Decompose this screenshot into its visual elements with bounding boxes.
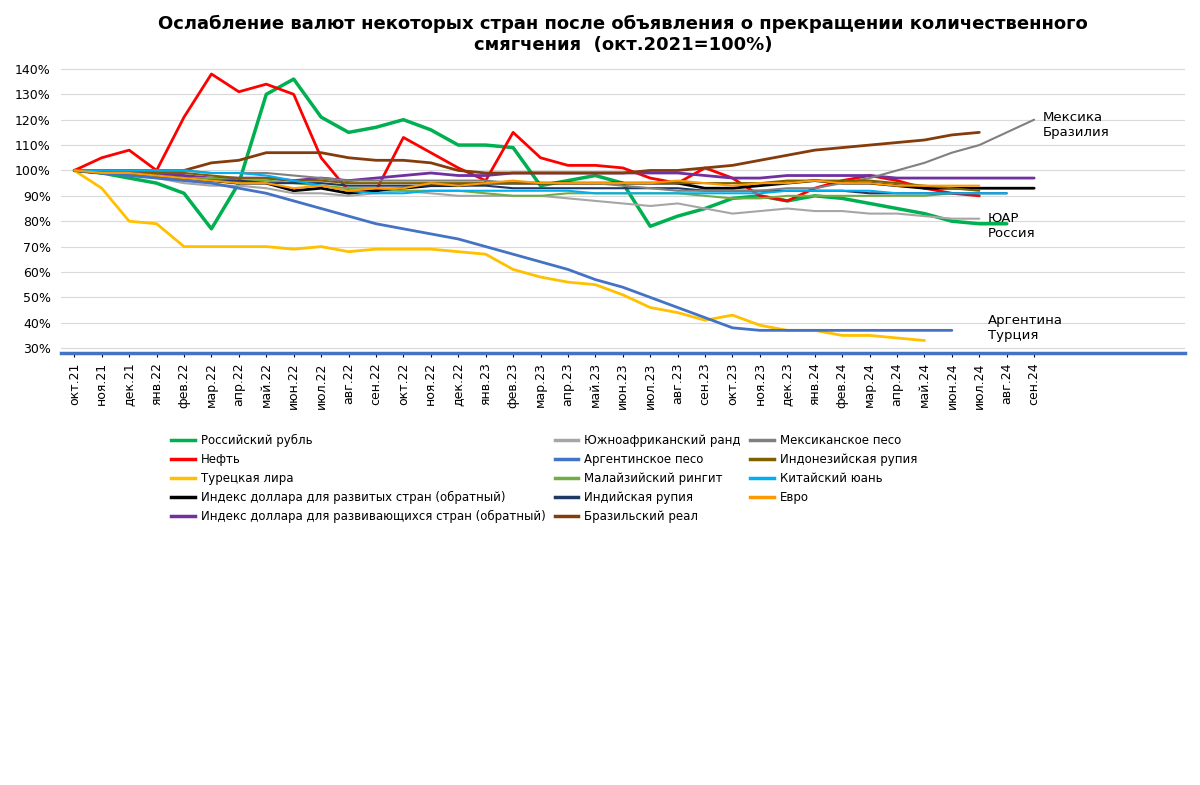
Text: Турция: Турция	[988, 329, 1038, 342]
Text: ЮАР: ЮАР	[988, 212, 1019, 225]
Legend: Российский рубль, Нефть, Турецкая лира, Индекс доллара для развитых стран (обрат: Российский рубль, Нефть, Турецкая лира, …	[172, 434, 917, 524]
Text: Аргентина: Аргентина	[988, 314, 1062, 327]
Text: Мексика: Мексика	[1043, 111, 1103, 124]
Title: Ослабление валют некоторых стран после объявления о прекращении количественного
: Ослабление валют некоторых стран после о…	[158, 15, 1087, 54]
Text: Россия: Россия	[988, 228, 1036, 240]
Text: Бразилия: Бразилия	[1043, 126, 1109, 139]
